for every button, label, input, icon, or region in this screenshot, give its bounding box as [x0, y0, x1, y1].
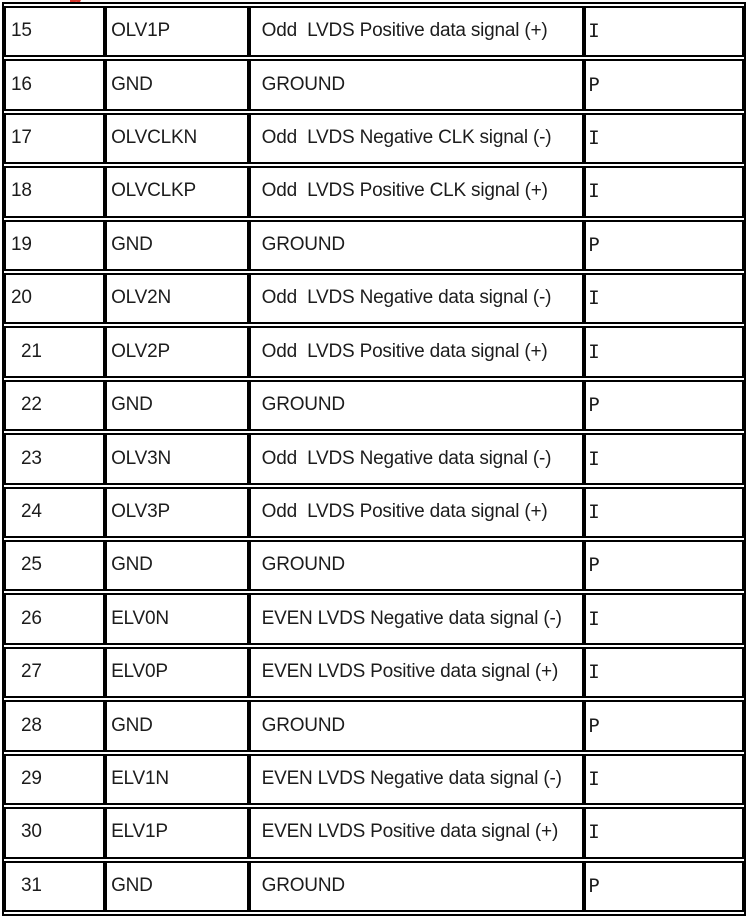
- signal-name-cell: OLV2N: [105, 273, 249, 325]
- signal-name-cell: ELV0N: [105, 593, 249, 645]
- io-type-cell: I: [584, 486, 744, 539]
- io-type-cell: I: [584, 326, 744, 378]
- io-type-cell: P: [584, 860, 744, 912]
- pin-table-row: 31 GND GROUND P: [4, 860, 744, 912]
- signal-name-cell: OLV3P: [105, 486, 249, 539]
- description-cell: Odd LVDS Negative data signal (-): [248, 433, 585, 485]
- pin-table-row: 27 ELV0P EVEN LVDS Positive data signal …: [4, 646, 744, 699]
- pin-number-cell: 17: [4, 112, 106, 165]
- pin-number-cell: 26: [4, 593, 106, 645]
- pin-number-cell: 29: [4, 753, 106, 806]
- pin-number-cell: 18: [4, 166, 106, 218]
- signal-name-cell: OLV3N: [105, 433, 249, 485]
- pin-number-cell: 16: [4, 59, 106, 111]
- pin-table-row: 23 OLV3N Odd LVDS Negative data signal (…: [4, 433, 744, 485]
- pin-number-cell: 25: [4, 540, 106, 592]
- io-type-cell: I: [584, 646, 744, 699]
- io-type-cell: I: [584, 166, 744, 218]
- description-cell: EVEN LVDS Negative data signal (-): [248, 753, 585, 806]
- description-cell: GROUND: [248, 860, 585, 912]
- io-type-cell: I: [584, 753, 744, 806]
- pin-table-row: 24 OLV3P Odd LVDS Positive data signal (…: [4, 486, 744, 539]
- description-cell: Odd LVDS Positive CLK signal (+): [248, 166, 585, 218]
- pin-number-cell: 21: [4, 326, 106, 378]
- pin-table-row: 22 GND GROUND P: [4, 379, 744, 432]
- description-cell: GROUND: [248, 540, 585, 592]
- pin-number-cell: 28: [4, 700, 106, 752]
- description-cell: Odd LVDS Negative data signal (-): [248, 273, 585, 325]
- pin-table-row: 21 OLV2P Odd LVDS Positive data signal (…: [4, 326, 744, 378]
- description-cell: GROUND: [248, 219, 585, 272]
- signal-name-cell: OLVCLKP: [105, 166, 249, 218]
- io-type-cell: I: [584, 6, 744, 58]
- io-type-cell: P: [584, 59, 744, 111]
- pin-number-cell: 19: [4, 219, 106, 272]
- pin-table-row: 17 OLVCLKN Odd LVDS Negative CLK signal …: [4, 112, 744, 165]
- pin-number-cell: 31: [4, 860, 106, 912]
- pin-table-row: 28 GND GROUND P: [4, 700, 744, 752]
- signal-name-cell: GND: [105, 59, 249, 111]
- pin-number-cell: 24: [4, 486, 106, 539]
- pin-number-cell: 22: [4, 379, 106, 432]
- signal-name-cell: ELV1N: [105, 753, 249, 806]
- pin-table-row: 30 ELV1P EVEN LVDS Positive data signal …: [4, 807, 744, 859]
- pin-number-cell: 27: [4, 646, 106, 699]
- signal-name-cell: GND: [105, 540, 249, 592]
- pin-table-row: 18 OLVCLKP Odd LVDS Positive CLK signal …: [4, 166, 744, 218]
- pin-number-cell: 30: [4, 807, 106, 859]
- description-cell: Odd LVDS Negative CLK signal (-): [248, 112, 585, 165]
- io-type-cell: I: [584, 112, 744, 165]
- pin-table-body: 15 OLV1P Odd LVDS Positive data signal (…: [4, 6, 744, 912]
- pin-table-row: 15 OLV1P Odd LVDS Positive data signal (…: [4, 6, 744, 58]
- description-cell: GROUND: [248, 700, 585, 752]
- pin-number-cell: 20: [4, 273, 106, 325]
- signal-name-cell: GND: [105, 219, 249, 272]
- description-cell: Odd LVDS Positive data signal (+): [248, 326, 585, 378]
- pin-table-row: 26 ELV0N EVEN LVDS Negative data signal …: [4, 593, 744, 645]
- description-cell: EVEN LVDS Positive data signal (+): [248, 807, 585, 859]
- description-cell: Odd LVDS Positive data signal (+): [248, 6, 585, 58]
- signal-name-cell: ELV0P: [105, 646, 249, 699]
- description-cell: GROUND: [248, 379, 585, 432]
- io-type-cell: I: [584, 273, 744, 325]
- pin-table-row: 19 GND GROUND P: [4, 219, 744, 272]
- description-cell: GROUND: [248, 59, 585, 111]
- pin-number-cell: 15: [4, 6, 106, 58]
- pin-table-row: 29 ELV1N EVEN LVDS Negative data signal …: [4, 753, 744, 806]
- description-cell: EVEN LVDS Negative data signal (-): [248, 593, 585, 645]
- signal-name-cell: ELV1P: [105, 807, 249, 859]
- pin-number-cell: 23: [4, 433, 106, 485]
- pin-table-row: 20 OLV2N Odd LVDS Negative data signal (…: [4, 273, 744, 325]
- signal-name-cell: OLVCLKN: [105, 112, 249, 165]
- io-type-cell: P: [584, 540, 744, 592]
- signal-name-cell: OLV2P: [105, 326, 249, 378]
- pin-table-row: 25 GND GROUND P: [4, 540, 744, 592]
- io-type-cell: I: [584, 433, 744, 485]
- signal-name-cell: OLV1P: [105, 6, 249, 58]
- io-type-cell: I: [584, 593, 744, 645]
- pin-table-row: 16 GND GROUND P: [4, 59, 744, 111]
- io-type-cell: P: [584, 379, 744, 432]
- signal-name-cell: GND: [105, 379, 249, 432]
- io-type-cell: P: [584, 700, 744, 752]
- signal-name-cell: GND: [105, 700, 249, 752]
- signal-name-cell: GND: [105, 860, 249, 912]
- io-type-cell: P: [584, 219, 744, 272]
- description-cell: Odd LVDS Positive data signal (+): [248, 486, 585, 539]
- description-cell: EVEN LVDS Positive data signal (+): [248, 646, 585, 699]
- io-type-cell: I: [584, 807, 744, 859]
